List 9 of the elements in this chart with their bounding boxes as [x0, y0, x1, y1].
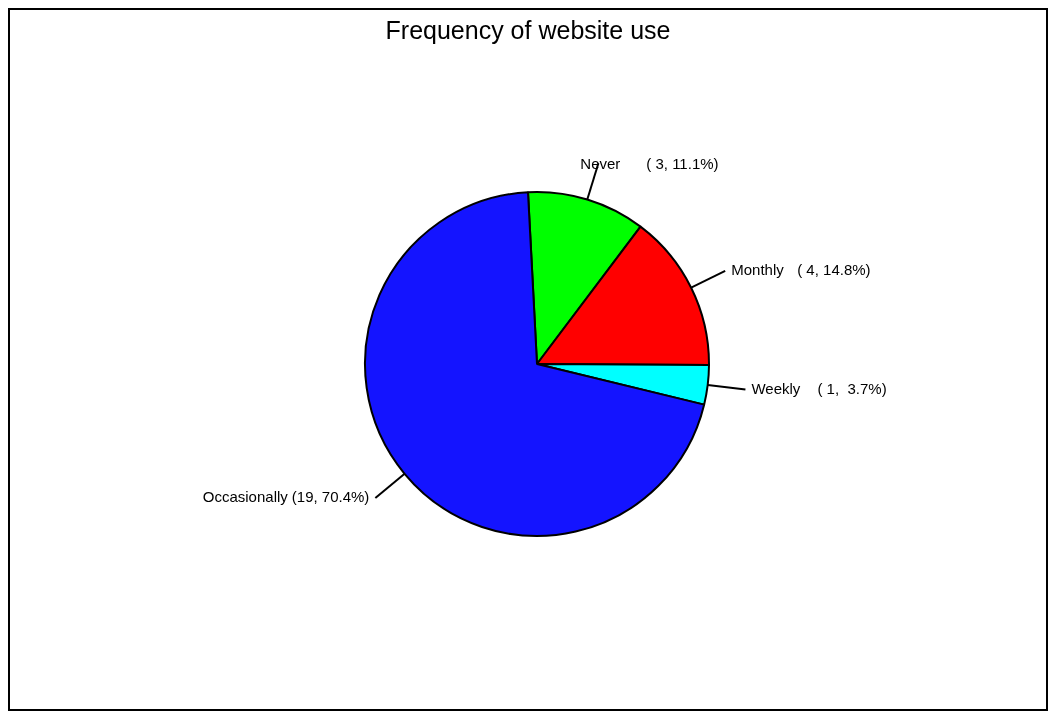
data-label: ( 4, 14.8%) — [797, 260, 871, 278]
data-label: (19, 70.4%) — [291, 488, 370, 506]
slice-label: Occasionally — [202, 488, 289, 506]
chart-title: Frequency of website use — [385, 16, 671, 45]
data-label: ( 1, 3.7%) — [817, 379, 887, 397]
slice-label: Never — [580, 154, 621, 172]
slice-label: Monthly — [731, 260, 785, 278]
slice-label: Weekly — [751, 379, 801, 397]
data-label: ( 3, 11.1%) — [646, 154, 719, 172]
